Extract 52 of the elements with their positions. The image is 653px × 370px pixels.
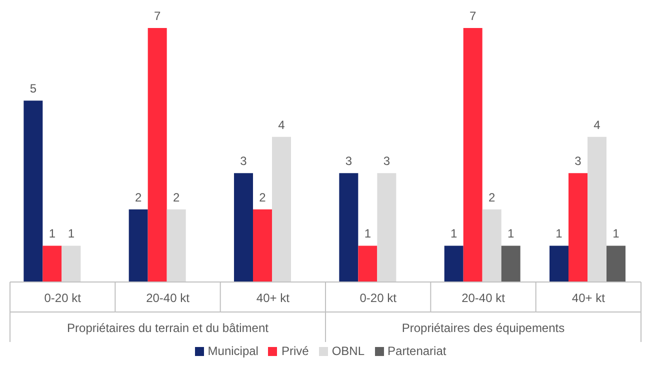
data-label: 2 [488,190,496,204]
x-tick-label: 0-20 kt [44,291,82,305]
bar [501,246,520,282]
data-label: 7 [469,9,476,23]
data-label: 1 [507,226,514,241]
bar [166,209,186,282]
bar [588,136,607,282]
text: Propriétaires des équipements [402,321,565,335]
data-label: 7 [154,9,161,23]
data-label: 3 [240,154,248,168]
legend-label: Privé [281,344,309,358]
bar [234,173,254,282]
bar [24,100,43,282]
bar [568,173,588,282]
legend-label: Partenariat [388,344,446,358]
data-label: 2 [259,190,266,204]
data-label: 1 [450,226,458,241]
data-label: 3 [345,154,352,168]
bar [463,28,482,282]
bar [377,173,396,282]
x-tick-label: 20-40 kt [462,291,506,305]
bar [148,28,167,282]
bar [62,246,81,282]
legend-label: Municipal [208,344,258,358]
data-label: 5 [30,82,37,96]
x-tick-label: 20-40 kt [146,291,190,305]
bar [550,246,569,282]
data-label: 1 [48,226,56,241]
text: Propriétaires du terrain et du bâtiment [67,321,270,335]
bar [253,209,272,282]
data-label: 4 [594,118,601,132]
x-tick-label: 0-20 kt [360,291,398,305]
x-tick-label: 40+ kt [572,291,606,305]
data-label: 3 [574,154,582,168]
data-label: 1 [364,226,372,241]
bar [128,209,148,282]
data-label: 4 [278,118,286,132]
data-label: 2 [134,190,142,204]
bar [42,246,62,282]
bar [339,173,358,282]
x-tick-label: 40+ kt [256,291,290,305]
bar [606,246,626,282]
data-label: 3 [383,154,390,168]
data-label: 1 [612,226,620,241]
bar [444,246,464,282]
bar [272,136,292,282]
bar [358,246,378,282]
bar [482,209,502,282]
data-label: 1 [68,226,75,241]
data-label: 1 [556,226,563,241]
legend-label: OBNL [332,344,365,358]
data-label: 2 [172,190,180,204]
